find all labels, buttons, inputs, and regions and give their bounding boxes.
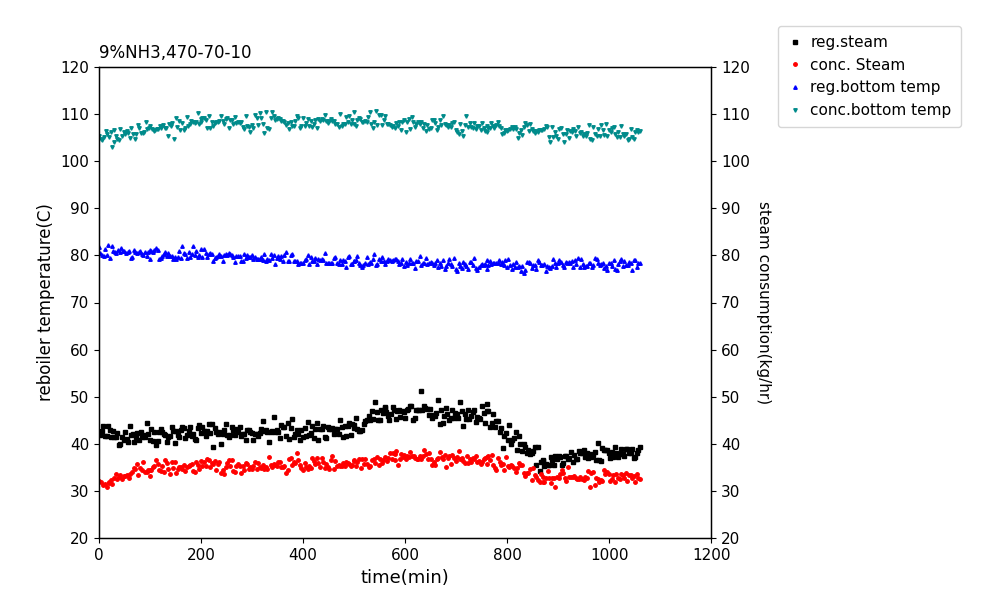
reg.steam [93, 428, 105, 436]
conc.bottom temp [370, 108, 381, 115]
Line: conc.bottom temp: conc.bottom temp [97, 110, 641, 149]
reg.steam [309, 426, 321, 433]
Y-axis label: steam consumption(kg/hr): steam consumption(kg/hr) [756, 201, 771, 404]
conc. Steam [634, 476, 646, 483]
conc. Steam [382, 455, 394, 462]
reg.bottom temp [620, 261, 632, 269]
conc. Steam [614, 475, 625, 482]
conc. Steam [238, 467, 250, 474]
reg.steam [368, 416, 379, 423]
reg.bottom temp [206, 250, 217, 257]
conc. Steam [629, 478, 641, 485]
conc. Steam [419, 446, 431, 453]
reg.steam [634, 443, 646, 451]
reg.steam [347, 421, 359, 428]
conc. Steam [549, 483, 561, 491]
reg.bottom temp [320, 260, 332, 267]
conc.bottom temp [320, 117, 332, 125]
reg.steam [415, 387, 427, 394]
conc.bottom temp [146, 125, 158, 132]
reg.bottom temp [634, 260, 646, 267]
Text: 9%NH3,470-70-10: 9%NH3,470-70-10 [99, 44, 251, 62]
reg.steam [534, 468, 545, 475]
Line: conc. Steam: conc. Steam [97, 448, 641, 489]
reg.steam [348, 424, 360, 431]
conc.bottom temp [309, 116, 321, 123]
Line: reg.bottom temp: reg.bottom temp [97, 243, 641, 275]
Legend: reg.steam, conc. Steam, reg.bottom temp, conc.bottom temp: reg.steam, conc. Steam, reg.bottom temp,… [779, 26, 960, 127]
conc. Steam [93, 477, 105, 485]
reg.bottom temp [145, 248, 157, 255]
reg.bottom temp [93, 243, 105, 250]
conc.bottom temp [620, 130, 632, 137]
reg.bottom temp [518, 269, 530, 276]
conc. Steam [412, 455, 424, 462]
X-axis label: time(min): time(min) [361, 569, 450, 587]
conc.bottom temp [634, 127, 646, 134]
conc.bottom temp [208, 120, 220, 127]
conc.bottom temp [206, 118, 217, 125]
reg.steam [551, 456, 563, 463]
conc. Steam [344, 460, 356, 468]
Y-axis label: reboiler temperature(C): reboiler temperature(C) [37, 203, 54, 402]
Line: reg.steam: reg.steam [97, 389, 641, 473]
reg.bottom temp [208, 255, 220, 262]
conc.bottom temp [107, 144, 119, 151]
conc.bottom temp [93, 132, 105, 140]
reg.bottom temp [103, 241, 115, 249]
reg.bottom temp [309, 255, 321, 262]
reg.steam [579, 453, 591, 460]
